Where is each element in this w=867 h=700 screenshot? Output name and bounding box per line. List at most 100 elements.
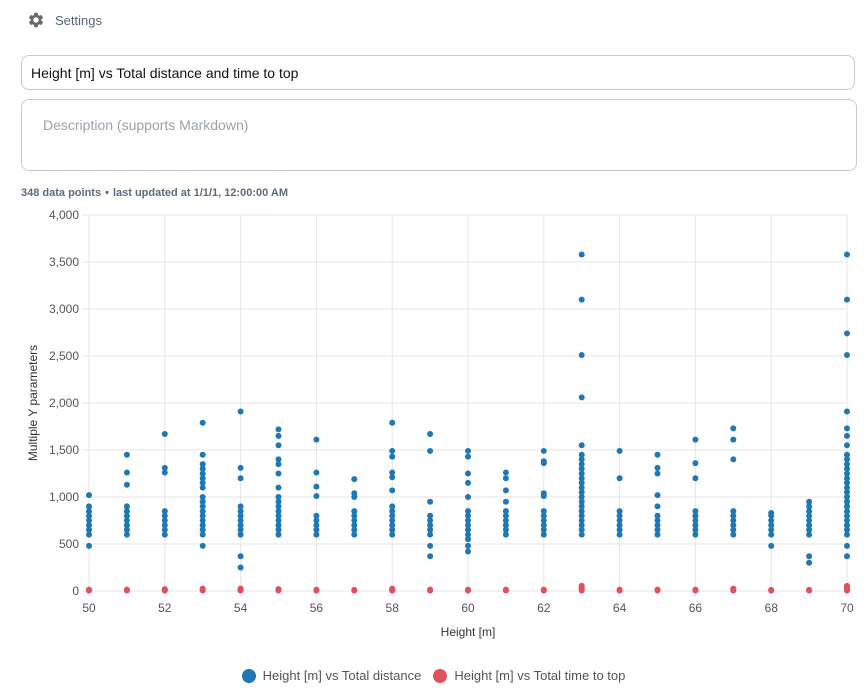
data-point[interactable] xyxy=(692,531,699,538)
data-point[interactable] xyxy=(199,484,206,491)
data-point[interactable] xyxy=(578,526,585,533)
data-point[interactable] xyxy=(237,553,244,560)
data-point[interactable] xyxy=(427,526,434,533)
data-point[interactable] xyxy=(161,431,168,438)
data-point[interactable] xyxy=(161,508,168,515)
data-point[interactable] xyxy=(654,586,661,593)
data-point[interactable] xyxy=(313,517,320,524)
legend-item-time[interactable]: Height [m] vs Total time to top xyxy=(433,668,625,683)
data-point[interactable] xyxy=(578,517,585,524)
data-point[interactable] xyxy=(275,461,282,468)
data-point[interactable] xyxy=(844,461,850,468)
data-point[interactable] xyxy=(427,498,434,505)
data-point[interactable] xyxy=(237,508,244,515)
data-point[interactable] xyxy=(427,431,434,438)
data-point[interactable] xyxy=(123,451,130,458)
data-point[interactable] xyxy=(844,494,850,500)
data-point[interactable] xyxy=(730,508,737,515)
data-point[interactable] xyxy=(844,498,850,505)
data-point[interactable] xyxy=(123,481,130,488)
data-point[interactable] xyxy=(502,531,509,538)
data-point[interactable] xyxy=(806,512,813,519)
data-point[interactable] xyxy=(313,531,320,538)
data-point[interactable] xyxy=(123,517,130,524)
data-point[interactable] xyxy=(768,526,775,533)
data-point[interactable] xyxy=(199,494,206,500)
data-point[interactable] xyxy=(161,469,168,476)
data-point[interactable] xyxy=(540,490,547,497)
data-point[interactable] xyxy=(502,522,509,529)
data-point[interactable] xyxy=(389,526,396,533)
legend-item-distance[interactable]: Height [m] vs Total distance xyxy=(241,668,421,683)
data-point[interactable] xyxy=(199,522,206,529)
data-point[interactable] xyxy=(199,512,206,519)
data-point[interactable] xyxy=(502,512,509,519)
data-point[interactable] xyxy=(806,517,813,524)
data-point[interactable] xyxy=(161,526,168,533)
data-point[interactable] xyxy=(427,586,434,593)
data-point[interactable] xyxy=(578,251,585,258)
data-point[interactable] xyxy=(844,251,850,258)
data-point[interactable] xyxy=(578,451,585,458)
description-input[interactable] xyxy=(21,99,857,171)
data-point[interactable] xyxy=(86,517,92,524)
data-point[interactable] xyxy=(578,475,585,482)
data-point[interactable] xyxy=(389,447,396,454)
data-point[interactable] xyxy=(275,494,282,500)
data-point[interactable] xyxy=(806,553,813,560)
data-point[interactable] xyxy=(86,503,92,510)
data-point[interactable] xyxy=(578,522,585,529)
data-point[interactable] xyxy=(578,484,585,491)
data-point[interactable] xyxy=(844,508,850,515)
data-point[interactable] xyxy=(616,512,623,519)
data-point[interactable] xyxy=(351,490,358,497)
data-point[interactable] xyxy=(161,464,168,471)
data-point[interactable] xyxy=(199,517,206,524)
data-point[interactable] xyxy=(275,484,282,491)
data-point[interactable] xyxy=(161,517,168,524)
data-point[interactable] xyxy=(237,531,244,538)
data-point[interactable] xyxy=(275,508,282,515)
data-point[interactable] xyxy=(275,526,282,533)
data-point[interactable] xyxy=(86,512,92,519)
data-point[interactable] xyxy=(427,517,434,524)
data-point[interactable] xyxy=(161,531,168,538)
data-point[interactable] xyxy=(313,436,320,443)
data-point[interactable] xyxy=(161,586,168,593)
data-point[interactable] xyxy=(578,352,585,359)
data-point[interactable] xyxy=(199,526,206,533)
data-point[interactable] xyxy=(275,531,282,538)
data-point[interactable] xyxy=(730,456,737,463)
data-point[interactable] xyxy=(692,586,699,593)
data-point[interactable] xyxy=(844,522,850,529)
data-point[interactable] xyxy=(502,498,509,505)
data-point[interactable] xyxy=(844,352,850,359)
data-point[interactable] xyxy=(427,447,434,454)
data-point[interactable] xyxy=(237,526,244,533)
data-point[interactable] xyxy=(86,531,92,538)
data-point[interactable] xyxy=(351,531,358,538)
data-point[interactable] xyxy=(768,517,775,524)
data-point[interactable] xyxy=(123,522,130,529)
data-point[interactable] xyxy=(351,522,358,529)
data-point[interactable] xyxy=(540,526,547,533)
data-point[interactable] xyxy=(313,469,320,476)
data-point[interactable] xyxy=(578,442,585,449)
data-point[interactable] xyxy=(578,394,585,401)
data-point[interactable] xyxy=(540,447,547,454)
data-point[interactable] xyxy=(351,508,358,515)
data-point[interactable] xyxy=(199,419,206,426)
data-point[interactable] xyxy=(692,512,699,519)
data-point[interactable] xyxy=(692,436,699,443)
data-point[interactable] xyxy=(389,503,396,510)
data-point[interactable] xyxy=(237,503,244,510)
data-point[interactable] xyxy=(502,586,509,593)
data-point[interactable] xyxy=(123,469,130,476)
data-point[interactable] xyxy=(654,531,661,538)
data-point[interactable] xyxy=(351,512,358,519)
data-point[interactable] xyxy=(654,522,661,529)
data-point[interactable] xyxy=(578,498,585,505)
data-point[interactable] xyxy=(578,470,585,477)
data-point[interactable] xyxy=(86,522,92,529)
data-point[interactable] xyxy=(654,470,661,477)
